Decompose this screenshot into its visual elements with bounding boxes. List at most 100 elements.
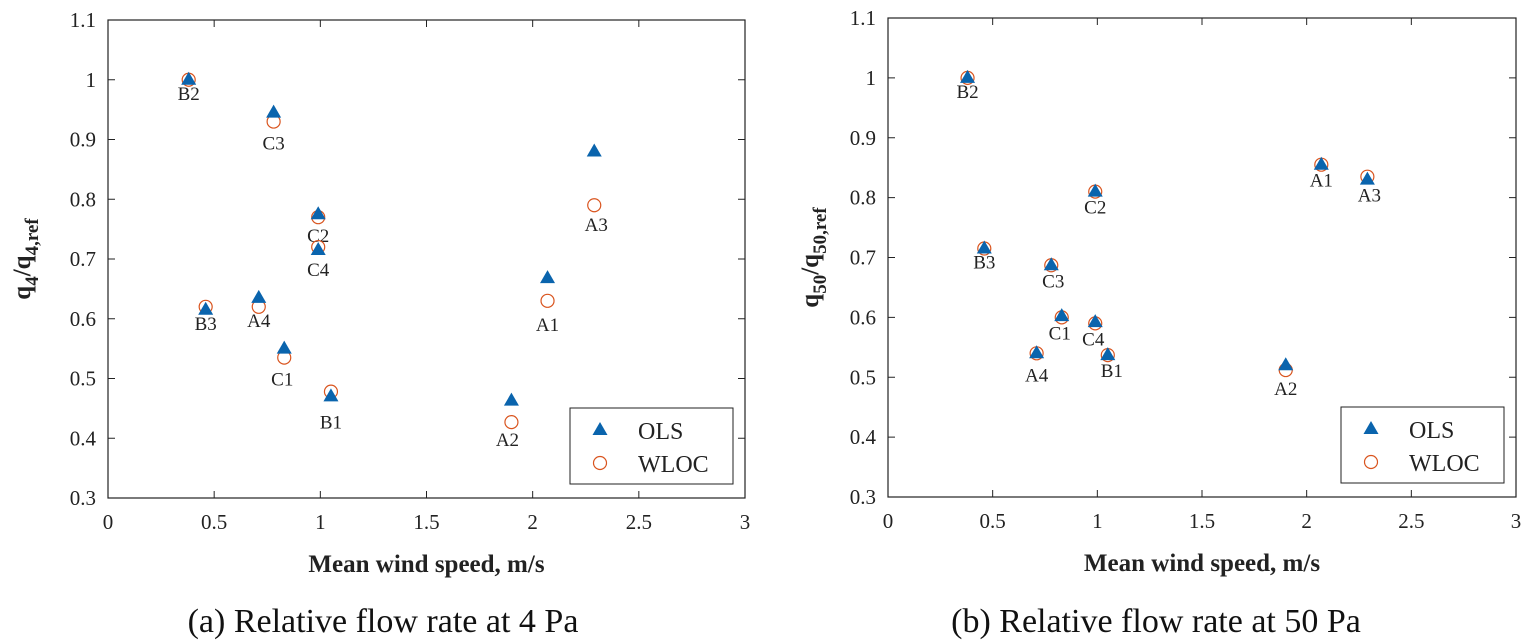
y-tick-label: 0.5 <box>850 365 876 389</box>
y-tick-label: 0.7 <box>70 247 96 271</box>
y-axis-label-part: q <box>9 286 36 300</box>
x-tick-label: 0 <box>883 509 894 533</box>
ols-point-B2 <box>960 69 976 83</box>
legend-box <box>569 407 734 485</box>
panel-caption: (a) Relative flow rate at 4 Pa <box>188 603 579 640</box>
point-label-B2: B2 <box>178 84 200 105</box>
y-axis-label-part: q <box>797 294 824 308</box>
ols-point-C1 <box>276 340 292 354</box>
ols-point-B1 <box>323 388 339 402</box>
point-label-B1: B1 <box>1101 361 1123 382</box>
point-label-C3: C3 <box>263 134 285 155</box>
panel-caption: (b) Relative flow rate at 50 Pa <box>951 603 1361 640</box>
point-label-A2: A2 <box>496 430 519 451</box>
ols-point-C2 <box>310 206 326 220</box>
y-tick-label: 1.1 <box>70 8 96 32</box>
x-tick-label: 1.5 <box>413 510 439 534</box>
ols-point-C3 <box>266 104 282 118</box>
ols-point-A3 <box>586 143 602 157</box>
point-label-B3: B3 <box>195 314 217 335</box>
point-label-A1: A1 <box>1310 171 1333 192</box>
ols-point-C3 <box>1043 257 1059 271</box>
y-axis-label-subscript: 4,ref <box>22 218 43 256</box>
point-label-A1: A1 <box>536 315 559 336</box>
point-label-C2: C2 <box>1084 198 1106 219</box>
wloc-point-A1 <box>540 293 555 308</box>
x-tick-label: 3 <box>740 510 751 534</box>
chart-panel-a: 0.3 0.4 0.5 0.6 0.7 0.8 0.9 1 1.1 0 0.5 1 1.5 2 2.5 3 B2… <box>9 8 750 640</box>
y-tick-label: 0.8 <box>70 187 96 211</box>
point-label-C2: C2 <box>307 226 329 247</box>
ols-point-C4 <box>1087 314 1103 328</box>
point-label-C1: C1 <box>271 370 293 391</box>
y-tick-label: 0.6 <box>850 305 876 329</box>
y-tick-label: 0.3 <box>850 485 876 509</box>
point-label-A4: A4 <box>247 311 271 332</box>
y-axis-label-part: q <box>9 255 36 269</box>
y-axis-label: q4/q4,ref <box>9 218 43 300</box>
ols-point-A2 <box>1278 357 1294 371</box>
point-label-A2: A2 <box>1274 379 1297 400</box>
x-axis-label: Mean wind speed, m/s <box>308 551 544 578</box>
y-axis-label-subscript: 50 <box>810 275 831 294</box>
x-tick-label: 0.5 <box>980 509 1006 533</box>
y-axis-label: q50/q50,ref <box>797 207 831 308</box>
y-tick-label: 1 <box>866 66 877 90</box>
y-tick-label: 0.9 <box>850 126 876 150</box>
x-tick-label: 1.5 <box>1189 509 1215 533</box>
wloc-point-A3 <box>587 198 602 213</box>
ols-point-A1 <box>1313 156 1329 170</box>
point-label-B3: B3 <box>973 253 995 274</box>
legend-wloc-marker <box>1363 454 1379 470</box>
ols-point-A2 <box>503 392 519 406</box>
y-axis-label-part: q <box>797 254 824 268</box>
legend-box <box>1340 406 1505 484</box>
ols-point-C2 <box>1087 183 1103 197</box>
legend-ols-label: OLS <box>638 419 683 445</box>
ols-point-B3 <box>976 240 992 254</box>
x-tick-label: 2 <box>1301 509 1312 533</box>
point-label-C4: C4 <box>1082 329 1105 350</box>
legend-wloc-label: WLOC <box>638 452 709 478</box>
x-tick-label: 1 <box>1092 509 1103 533</box>
legend-wloc-marker <box>592 455 608 471</box>
point-label-B2: B2 <box>956 82 978 103</box>
ols-point-A4 <box>1029 345 1045 359</box>
x-tick-label: 0 <box>103 510 114 534</box>
wloc-point-A2 <box>504 415 519 430</box>
legend: OLS WLOC <box>1340 406 1505 484</box>
y-tick-label: 0.7 <box>850 246 876 270</box>
y-tick-label: 0.8 <box>850 186 876 210</box>
y-tick-label: 0.6 <box>70 307 96 331</box>
y-tick-label: 1.1 <box>850 6 876 30</box>
x-tick-label: 2.5 <box>1398 509 1424 533</box>
x-tick-label: 0.5 <box>201 510 227 534</box>
ols-point-C1 <box>1054 308 1070 322</box>
x-tick-label: 2 <box>527 510 538 534</box>
ols-point-B2 <box>181 71 197 85</box>
point-label-A4: A4 <box>1025 365 1049 386</box>
y-axis-label-subscript: 50,ref <box>810 207 831 254</box>
ols-point-A3 <box>1359 171 1375 185</box>
legend-wloc-label: WLOC <box>1409 451 1480 477</box>
y-axis-label-part: / <box>9 268 36 277</box>
point-label-B1: B1 <box>320 412 342 433</box>
y-axis-label-part: / <box>797 267 824 276</box>
y-tick-label: 0.4 <box>70 426 97 450</box>
chart-panel-b: 0.3 0.4 0.5 0.6 0.7 0.8 0.9 1 1.1 0 0.5 1 1.5 2 2.5 3 B2… <box>797 6 1521 640</box>
x-tick-label: 3 <box>1511 509 1522 533</box>
ols-point-A1 <box>540 270 556 284</box>
ols-point-B3 <box>198 301 214 315</box>
legend: OLS WLOC <box>569 407 734 485</box>
x-axis-label: Mean wind speed, m/s <box>1084 550 1320 577</box>
legend-ols-marker <box>592 422 608 435</box>
point-label-A3: A3 <box>1358 186 1381 207</box>
point-label-A3: A3 <box>585 215 608 236</box>
y-axis-label-subscript: 4 <box>22 276 43 286</box>
ols-point-B1 <box>1100 347 1116 361</box>
y-tick-label: 0.4 <box>850 425 877 449</box>
ols-point-C4 <box>310 242 326 256</box>
legend-ols-marker <box>1363 421 1379 434</box>
y-tick-label: 1 <box>86 68 97 92</box>
